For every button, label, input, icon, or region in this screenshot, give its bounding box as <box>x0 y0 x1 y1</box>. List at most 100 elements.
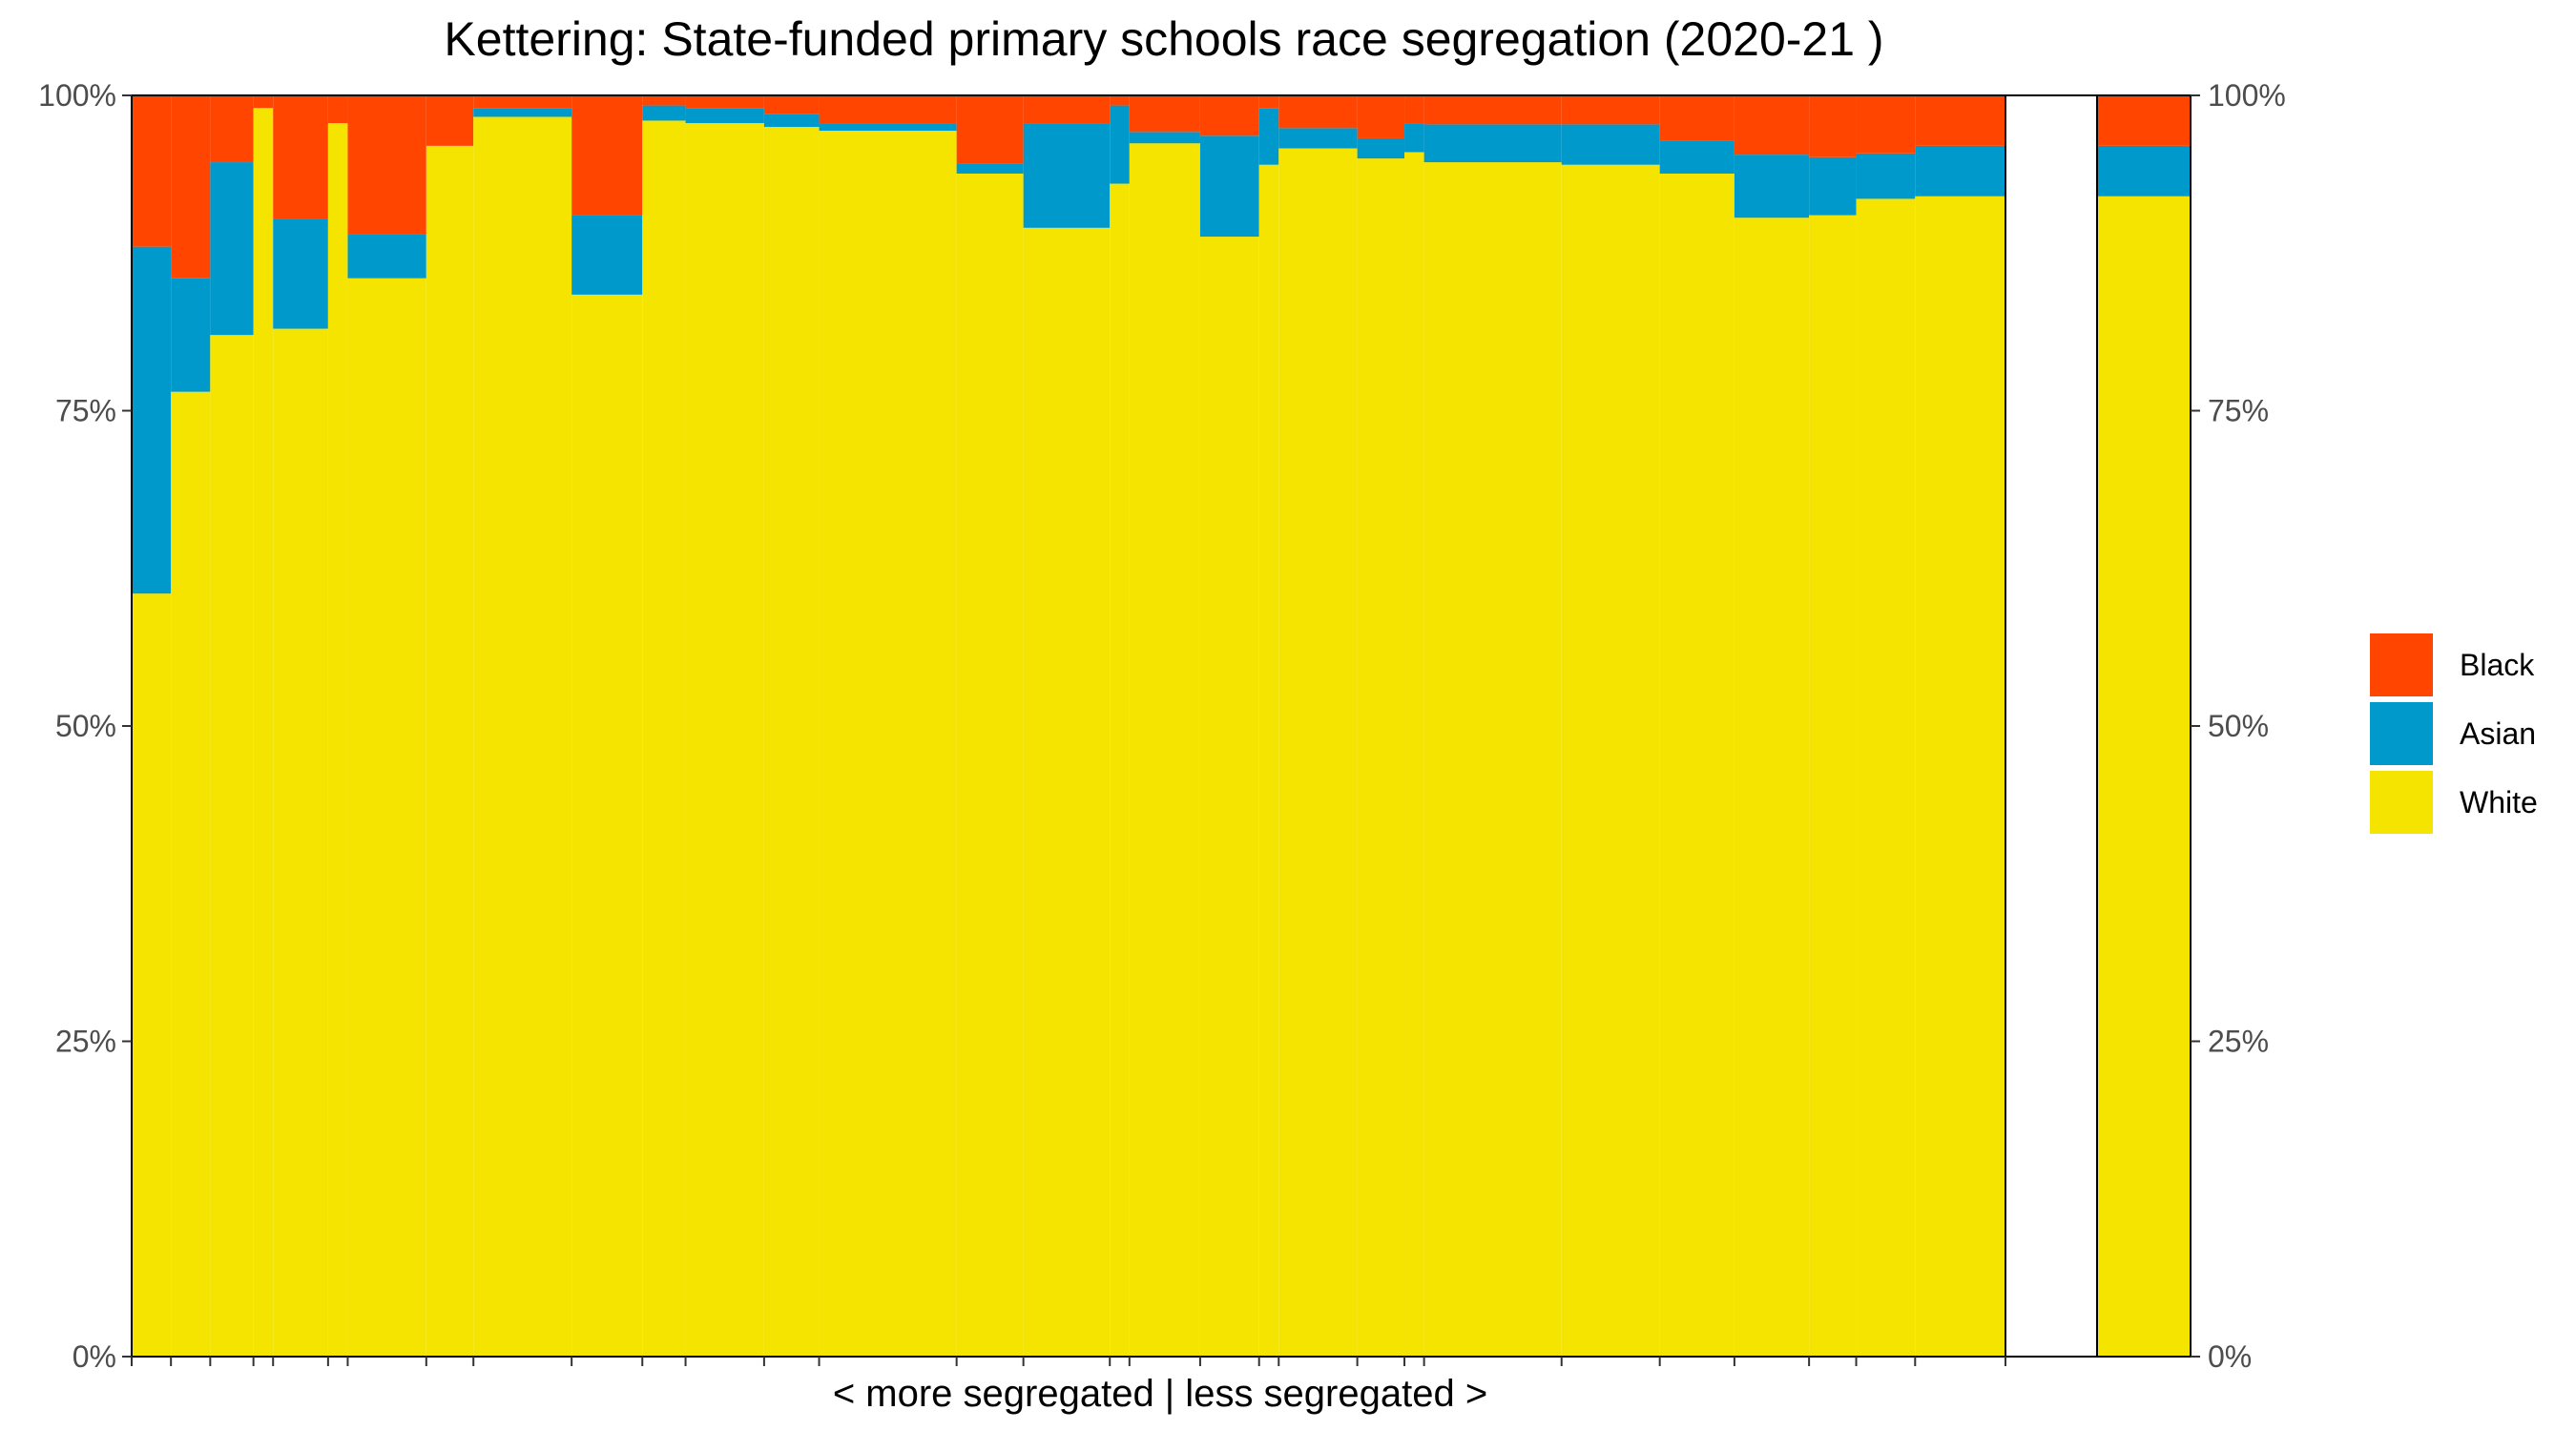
school-bar-9-black-segment <box>473 95 572 109</box>
school-bar-9-asian-segment <box>473 108 572 117</box>
school-bar-23-black-segment <box>1404 95 1424 124</box>
bars-layer <box>132 95 2191 1358</box>
legend-label-white: White <box>2460 785 2538 819</box>
school-bar-3-black-segment <box>210 95 254 163</box>
school-bar-4-black-segment <box>253 95 274 109</box>
school-bar-5-black-segment <box>273 95 328 219</box>
school-bar-14-white-segment <box>819 131 957 1358</box>
school-bar-30-black-segment <box>1915 95 2005 146</box>
school-bar-12-black-segment <box>685 95 764 109</box>
legend-swatch-asian <box>2370 702 2433 765</box>
school-bar-1-black-segment <box>132 95 172 247</box>
overall-bar-white-segment <box>2097 196 2191 1357</box>
school-bar-15-black-segment <box>956 95 1024 164</box>
school-bar-25-white-segment <box>1561 164 1660 1358</box>
school-bar-27-white-segment <box>1734 218 1810 1357</box>
school-bar-21-asian-segment <box>1278 128 1358 149</box>
school-bar-16-asian-segment <box>1023 123 1111 228</box>
school-bar-29-black-segment <box>1856 95 1916 154</box>
y-tick-label-left: 75% <box>55 394 116 428</box>
school-bar-3-asian-segment <box>210 162 254 336</box>
school-bar-14-asian-segment <box>819 123 957 132</box>
y-tick-label-right: 100% <box>2208 78 2286 113</box>
school-bar-22-asian-segment <box>1357 137 1405 159</box>
school-bar-18-white-segment <box>1129 143 1200 1358</box>
school-bar-16-black-segment <box>1023 95 1111 124</box>
school-bar-1-asian-segment <box>132 246 172 594</box>
school-bar-5-white-segment <box>273 328 328 1357</box>
school-bar-13-asian-segment <box>763 114 820 128</box>
school-bar-11-black-segment <box>642 95 686 106</box>
school-bar-17-black-segment <box>1110 95 1130 106</box>
school-bar-30-asian-segment <box>1915 145 2005 197</box>
school-bar-22-black-segment <box>1357 95 1405 138</box>
school-bar-9-white-segment <box>473 116 572 1357</box>
school-bar-26-asian-segment <box>1659 140 1735 174</box>
school-bar-11-asian-segment <box>642 105 686 121</box>
school-bar-19-black-segment <box>1199 95 1259 136</box>
school-bar-25-black-segment <box>1561 95 1660 125</box>
school-bar-29-white-segment <box>1856 198 1916 1357</box>
school-bar-8-white-segment <box>426 145 474 1357</box>
school-bar-21-black-segment <box>1278 95 1358 129</box>
legend: Black Asian White <box>2370 633 2538 834</box>
school-bar-2-black-segment <box>171 95 211 279</box>
school-bar-23-asian-segment <box>1404 123 1424 153</box>
school-bar-4-white-segment <box>253 108 274 1358</box>
school-bar-12-white-segment <box>685 123 764 1358</box>
school-bar-11-white-segment <box>642 120 686 1358</box>
school-bar-27-asian-segment <box>1734 155 1810 218</box>
school-bar-1-white-segment <box>132 593 172 1357</box>
school-bar-18-asian-segment <box>1129 132 1200 144</box>
y-tick-label-left: 25% <box>55 1025 116 1059</box>
y-tick-label-right: 75% <box>2208 394 2269 428</box>
school-bar-10-black-segment <box>571 95 643 216</box>
school-bar-24-black-segment <box>1423 95 1562 125</box>
y-tick-label-left: 100% <box>38 78 116 113</box>
school-bar-25-asian-segment <box>1561 124 1660 165</box>
school-bar-7-asian-segment <box>347 234 426 279</box>
school-bar-17-white-segment <box>1110 183 1130 1357</box>
school-bar-10-asian-segment <box>571 215 643 295</box>
school-bar-23-white-segment <box>1404 152 1424 1358</box>
school-bar-13-black-segment <box>763 95 820 114</box>
school-bar-27-black-segment <box>1734 95 1810 156</box>
school-bar-2-white-segment <box>171 391 211 1357</box>
school-bar-15-asian-segment <box>956 163 1024 174</box>
empty-gap-panel <box>2005 94 2098 1358</box>
school-bar-6-white-segment <box>327 123 348 1358</box>
school-bar-17-asian-segment <box>1110 105 1130 184</box>
school-bar-24-asian-segment <box>1423 124 1562 163</box>
school-bar-24-white-segment <box>1423 162 1562 1357</box>
school-bar-28-asian-segment <box>1809 156 1857 216</box>
legend-label-asian: Asian <box>2460 716 2536 751</box>
school-bar-26-black-segment <box>1659 95 1735 141</box>
school-bar-22-white-segment <box>1357 158 1405 1358</box>
school-bar-21-white-segment <box>1278 148 1358 1357</box>
school-bar-30-white-segment <box>1915 196 2005 1357</box>
overall-bar-black-segment <box>2097 95 2191 146</box>
school-bar-20-black-segment <box>1258 95 1279 109</box>
school-bar-18-black-segment <box>1129 95 1200 133</box>
school-bar-28-black-segment <box>1809 95 1857 157</box>
legend-swatch-white <box>2370 771 2433 834</box>
chart-title: Kettering: State-funded primary schools … <box>444 12 1883 66</box>
school-bar-28-white-segment <box>1809 215 1857 1358</box>
y-tick-label-right: 25% <box>2208 1025 2269 1059</box>
school-bar-20-white-segment <box>1258 164 1279 1358</box>
school-bar-15-white-segment <box>956 173 1024 1358</box>
y-tick-label-right: 50% <box>2208 709 2269 743</box>
y-tick-label-left: 50% <box>55 709 116 743</box>
school-bar-19-asian-segment <box>1199 135 1259 238</box>
legend-label-black: Black <box>2460 648 2535 682</box>
school-bar-8-black-segment <box>426 95 474 146</box>
school-bar-19-white-segment <box>1199 237 1259 1358</box>
school-bar-6-black-segment <box>327 95 348 124</box>
school-bar-20-asian-segment <box>1258 108 1279 165</box>
school-bar-26-white-segment <box>1659 173 1735 1358</box>
school-bar-7-white-segment <box>347 278 426 1358</box>
school-bar-5-asian-segment <box>273 218 328 329</box>
school-bar-29-asian-segment <box>1856 153 1916 199</box>
x-axis-label: < more segregated | less segregated > <box>833 1373 1487 1415</box>
legend-swatch-black <box>2370 633 2433 696</box>
